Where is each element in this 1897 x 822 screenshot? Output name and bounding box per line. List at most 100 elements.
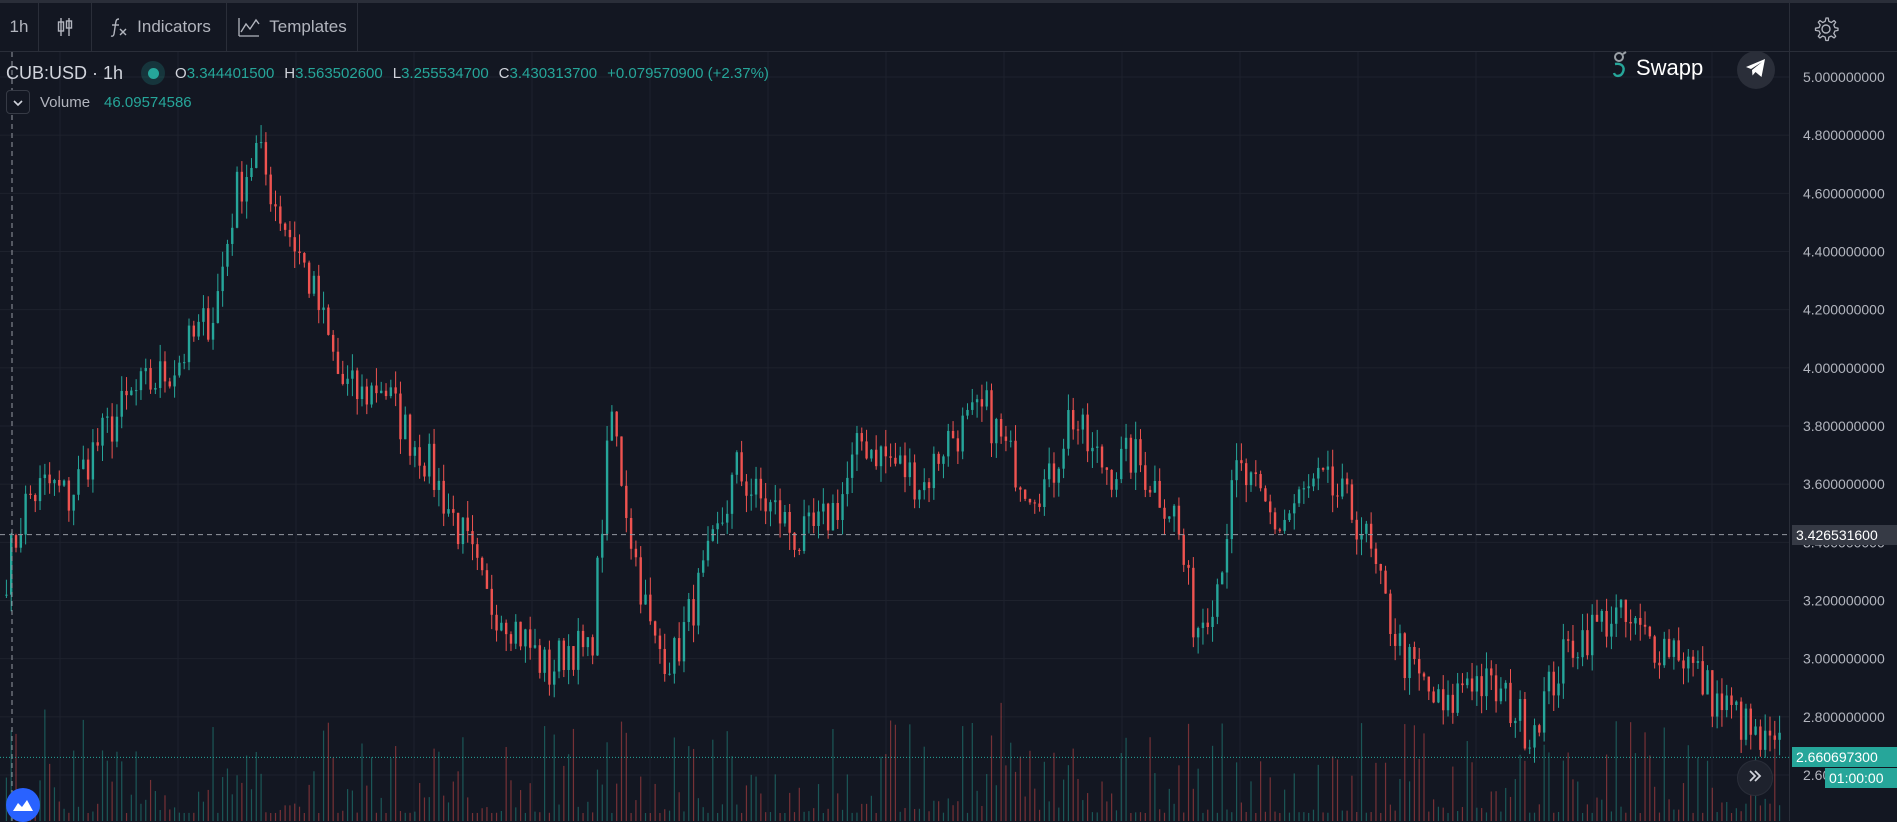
- candle-body: [1148, 489, 1152, 493]
- volume-bar: [1437, 806, 1440, 821]
- candle-body: [471, 531, 474, 545]
- candle-body: [639, 557, 642, 605]
- volume-bar: [1461, 807, 1464, 821]
- chart-type-button[interactable]: [39, 3, 91, 51]
- volume-bar: [173, 807, 176, 821]
- candle-body: [1677, 640, 1680, 661]
- candle-body: [466, 517, 469, 532]
- volume-bar: [1485, 812, 1488, 821]
- candle-body: [706, 540, 710, 561]
- candle-body: [692, 599, 695, 626]
- candle-body: [586, 637, 590, 648]
- price-chart[interactable]: 5.000000000 4.800000000 4.600000000 4.40000…: [0, 52, 1897, 821]
- y-axis-tick-label: 4.200000000: [1803, 302, 1885, 318]
- volume-bar: [1000, 702, 1002, 821]
- volume-bar: [1529, 812, 1531, 821]
- candle-body: [331, 334, 335, 352]
- volume-bar: [1101, 781, 1103, 821]
- last-price-label: 2.660697300: [1792, 747, 1897, 768]
- volume-bar: [1106, 801, 1108, 821]
- volume-bar: [544, 726, 546, 821]
- candle-body: [1259, 474, 1262, 489]
- interval-button[interactable]: 1h: [0, 3, 38, 51]
- tradingview-logo-icon[interactable]: [6, 788, 40, 822]
- volume-bar: [337, 812, 339, 821]
- volume-bar: [1308, 812, 1310, 821]
- volume-bar: [1202, 812, 1204, 821]
- candle-body: [1557, 683, 1560, 696]
- volume-bar: [318, 812, 320, 821]
- chart-legend: CUB:USD · 1h O3.344401500 H3.563502600 L…: [6, 61, 779, 85]
- candle-body: [341, 373, 344, 384]
- candle-body: [197, 321, 200, 337]
- telegram-button[interactable]: [1737, 51, 1775, 89]
- candle-body: [735, 452, 739, 475]
- volume-collapse-button[interactable]: [6, 90, 30, 114]
- volume-bar: [635, 800, 637, 821]
- volume-bar: [1240, 802, 1242, 821]
- ohlc-change: +0.079570900 (+2.37%): [607, 64, 769, 82]
- volume-bar: [202, 801, 205, 821]
- volume-bar: [399, 811, 402, 821]
- indicators-button[interactable]: Indicators: [92, 3, 226, 51]
- volume-bar: [592, 812, 594, 821]
- candle-body: [1667, 638, 1671, 657]
- y-axis-tick-label: 4.600000000: [1803, 185, 1885, 201]
- volume-bar: [1043, 761, 1045, 821]
- candle-body: [807, 512, 811, 517]
- ohlc-close: C3.430313700: [498, 64, 598, 82]
- volume-bar: [1211, 745, 1214, 821]
- candle-body: [1504, 682, 1507, 689]
- volume-bar: [1058, 807, 1060, 821]
- candle-body: [307, 262, 311, 294]
- candle-body: [668, 673, 671, 675]
- volume-bar: [928, 811, 930, 821]
- candle-body: [187, 325, 191, 363]
- scroll-to-realtime-button[interactable]: [1737, 760, 1773, 796]
- candle-body: [1663, 638, 1666, 666]
- candle-body: [259, 142, 263, 144]
- volume-bar: [322, 730, 325, 821]
- candle-body: [620, 436, 623, 486]
- candle-body: [110, 416, 114, 442]
- volume-bar: [841, 809, 844, 821]
- candle-body: [322, 307, 325, 311]
- volume-bar: [1264, 811, 1267, 821]
- telegram-icon: [1745, 58, 1767, 83]
- volume-bar: [1360, 723, 1363, 821]
- candle-body: [754, 478, 758, 495]
- templates-button[interactable]: Templates: [227, 3, 357, 51]
- candle-body: [317, 275, 320, 311]
- settings-button[interactable]: [1812, 15, 1840, 48]
- volume-bar: [1466, 741, 1468, 821]
- volume-bar: [375, 812, 378, 821]
- candle-body: [1442, 689, 1445, 711]
- volume-bar: [1644, 732, 1646, 821]
- candle-body: [591, 637, 594, 656]
- volume-bar: [966, 812, 969, 821]
- volume-bar: [1759, 805, 1761, 821]
- candle-body: [1461, 683, 1464, 686]
- volume-bar: [1139, 812, 1142, 821]
- volume-bar: [193, 812, 195, 821]
- volume-bar: [414, 811, 416, 821]
- candle-body: [1312, 478, 1315, 487]
- candle-body: [1317, 467, 1320, 479]
- volume-bar: [462, 737, 464, 821]
- volume-bar: [1500, 811, 1502, 821]
- symbol-title[interactable]: CUB:USD · 1h: [6, 62, 124, 83]
- volume-bar: [832, 729, 834, 821]
- candle-body: [456, 512, 460, 545]
- candle-body: [663, 648, 666, 674]
- candle-body: [1595, 614, 1599, 622]
- volume-bar: [1125, 737, 1127, 821]
- volume-bar: [495, 812, 498, 821]
- candle-body: [1225, 539, 1229, 573]
- volume-bar: [1197, 768, 1199, 821]
- candle-body: [370, 385, 373, 405]
- ohlc-open: O3.344401500: [175, 64, 275, 82]
- candle-body: [43, 474, 47, 479]
- volume-bar: [1298, 812, 1300, 821]
- volume-bar: [668, 810, 671, 821]
- volume-bar: [1375, 762, 1377, 821]
